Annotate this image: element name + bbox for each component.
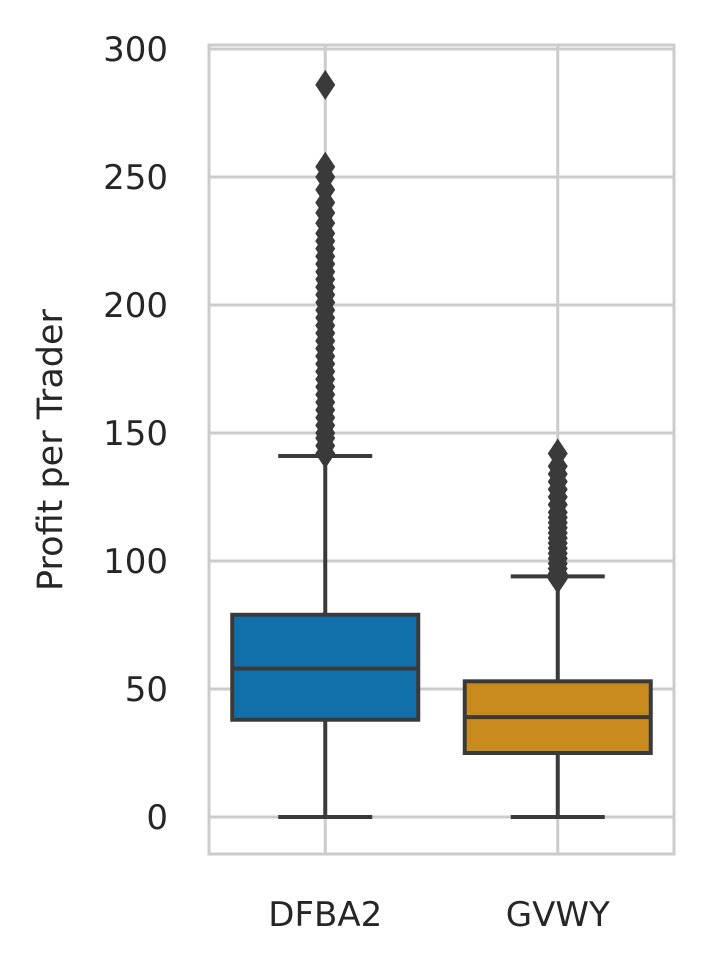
x-tick-labels: DFBA2 GVWY [268, 895, 610, 935]
y-tick-label: 250 [103, 158, 168, 198]
outlier-point [315, 69, 336, 100]
outlier-point [315, 151, 336, 182]
plot-frame [207, 43, 676, 856]
y-tick-label: 50 [125, 670, 168, 710]
y-tick-labels: 0 50 100 150 200 250 300 [103, 30, 168, 838]
outlier-point [547, 438, 568, 469]
y-tick-label: 300 [103, 30, 168, 70]
y-tick-label: 200 [103, 286, 168, 326]
x-tick-label: GVWY [506, 895, 610, 935]
y-tick-label: 100 [103, 542, 168, 582]
x-tick-label: DFBA2 [268, 895, 382, 935]
y-axis-title: Profit per Trader [31, 308, 71, 591]
box-group-gvwy [462, 438, 653, 819]
y-tick-label: 0 [146, 798, 168, 838]
box-group-dfba2 [230, 69, 421, 819]
boxes-layer [230, 69, 653, 819]
y-tick-label: 150 [103, 414, 168, 454]
